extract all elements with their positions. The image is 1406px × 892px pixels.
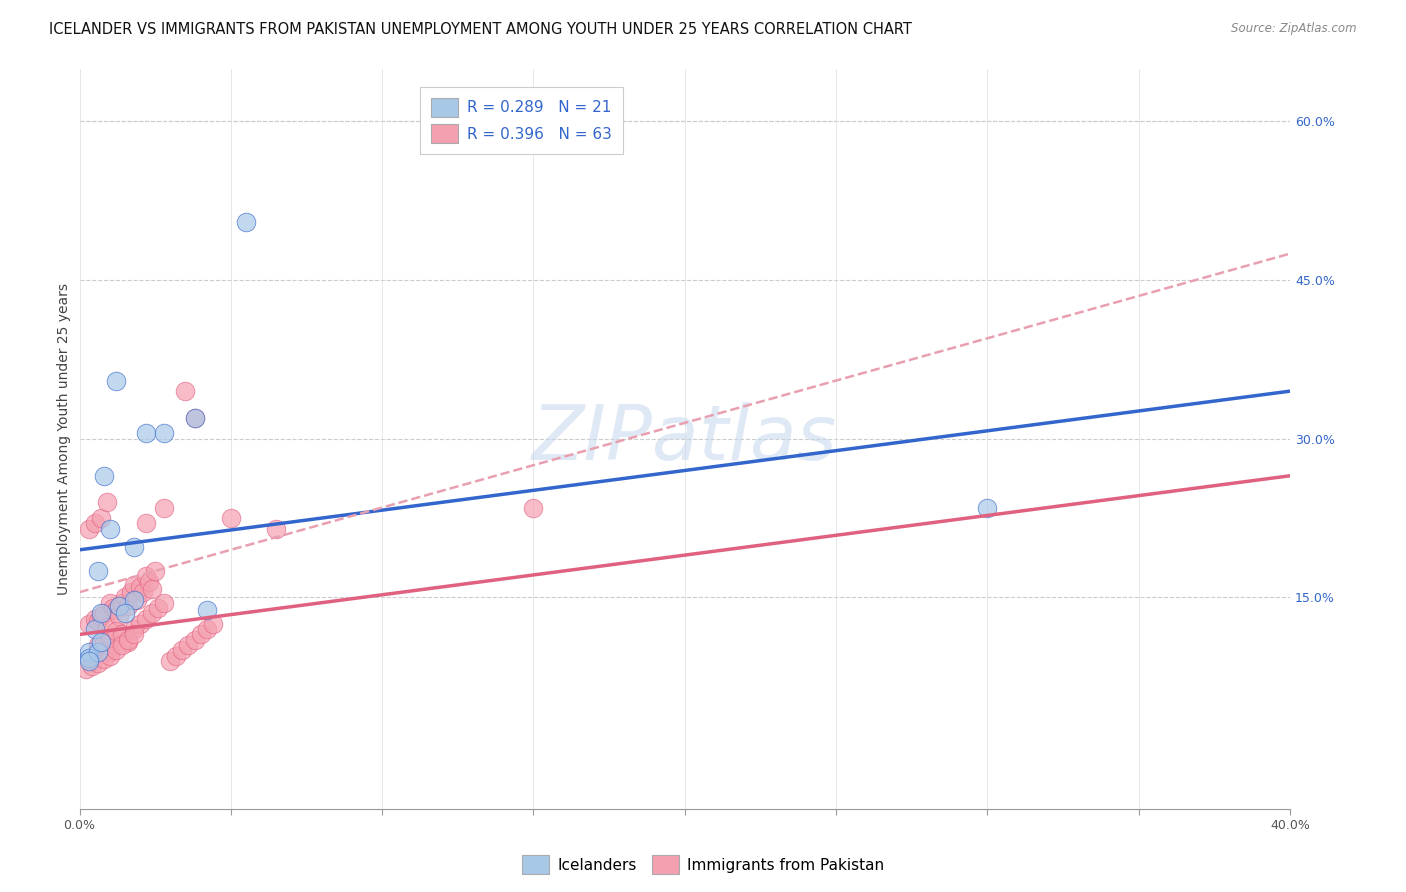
Point: [141, 607, 163, 621]
Point: [132, 585, 155, 599]
Point: [122, 592, 145, 607]
Point: [77, 650, 100, 665]
Point: [129, 580, 152, 594]
Point: [77, 654, 100, 668]
Point: [77, 522, 100, 536]
Point: [104, 643, 127, 657]
Point: [111, 627, 134, 641]
Point: [120, 585, 142, 599]
Point: [98, 596, 121, 610]
Point: [101, 601, 124, 615]
Point: [143, 564, 166, 578]
Point: [135, 426, 157, 441]
Point: [86, 645, 108, 659]
Point: [90, 607, 112, 621]
Point: [522, 500, 544, 515]
Point: [190, 627, 212, 641]
Point: [117, 632, 139, 647]
Point: [80, 659, 103, 673]
Point: [174, 384, 197, 399]
Point: [90, 609, 112, 624]
Point: [148, 601, 170, 615]
Point: [195, 622, 218, 636]
Point: [117, 635, 139, 649]
Point: [86, 638, 108, 652]
Text: ICELANDER VS IMMIGRANTS FROM PAKISTAN UNEMPLOYMENT AMONG YOUTH UNDER 25 YEARS CO: ICELANDER VS IMMIGRANTS FROM PAKISTAN UN…: [49, 22, 912, 37]
Point: [98, 631, 121, 645]
Point: [93, 607, 115, 621]
Point: [159, 654, 181, 668]
Point: [104, 603, 127, 617]
Point: [172, 643, 194, 657]
Point: [98, 648, 121, 663]
Point: [122, 622, 145, 636]
Point: [117, 599, 139, 613]
Point: [104, 374, 127, 388]
Point: [83, 611, 105, 625]
Point: [77, 616, 100, 631]
Point: [125, 592, 148, 607]
Point: [135, 569, 157, 583]
Point: [93, 635, 115, 649]
Point: [86, 656, 108, 670]
Point: [129, 616, 152, 631]
Point: [93, 652, 115, 666]
Point: [96, 495, 118, 509]
Point: [114, 607, 136, 621]
Point: [90, 635, 112, 649]
Point: [976, 500, 998, 515]
Point: [219, 511, 242, 525]
Point: [75, 662, 97, 676]
Point: [264, 522, 287, 536]
Point: [98, 522, 121, 536]
Point: [122, 540, 145, 554]
Point: [104, 624, 127, 639]
Point: [177, 638, 200, 652]
Point: [195, 603, 218, 617]
Point: [138, 574, 160, 589]
Point: [183, 410, 205, 425]
Point: [83, 516, 105, 531]
Point: [153, 596, 176, 610]
Text: ZIPatlas: ZIPatlas: [531, 401, 838, 475]
Point: [135, 611, 157, 625]
Point: [96, 620, 118, 634]
Point: [86, 614, 108, 628]
Point: [153, 426, 176, 441]
Y-axis label: Unemployment Among Youth under 25 years: Unemployment Among Youth under 25 years: [58, 283, 72, 595]
Point: [235, 215, 257, 229]
Point: [122, 627, 145, 641]
Point: [114, 591, 136, 605]
Legend: R = 0.289   N = 21, R = 0.396   N = 63: R = 0.289 N = 21, R = 0.396 N = 63: [420, 87, 623, 153]
Point: [153, 500, 176, 515]
Point: [165, 648, 187, 663]
Point: [90, 511, 112, 525]
Point: [93, 468, 115, 483]
Point: [86, 564, 108, 578]
Point: [141, 582, 163, 596]
Point: [111, 638, 134, 652]
Legend: Icelanders, Immigrants from Pakistan: Icelanders, Immigrants from Pakistan: [516, 849, 890, 880]
Point: [122, 578, 145, 592]
Point: [83, 622, 105, 636]
Point: [135, 516, 157, 531]
Point: [201, 616, 224, 631]
Point: [77, 645, 100, 659]
Point: [183, 410, 205, 425]
Point: [108, 599, 131, 613]
Text: Source: ZipAtlas.com: Source: ZipAtlas.com: [1232, 22, 1357, 36]
Point: [111, 596, 134, 610]
Point: [183, 632, 205, 647]
Point: [108, 609, 131, 624]
Point: [98, 645, 121, 659]
